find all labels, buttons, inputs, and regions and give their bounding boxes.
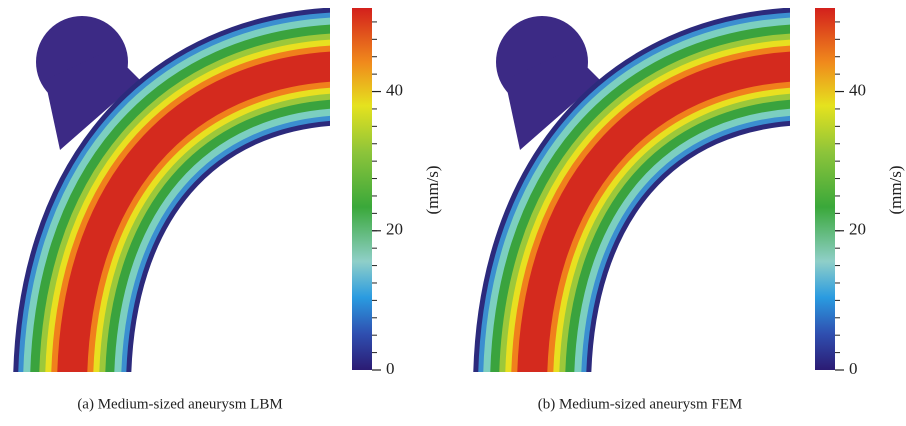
caption: (b) Medium-sized aneurysm FEM <box>538 396 743 412</box>
aneurysm-neck <box>45 50 140 150</box>
tick-label: 0 <box>849 359 858 378</box>
panel: 0 20 40 (mm/s) (a) Medium-sized aneurysm LBM <box>13 8 442 412</box>
colorbar <box>352 8 372 370</box>
flow-band <box>57 51 330 372</box>
tick-label: 40 <box>849 80 866 99</box>
tick-label: 40 <box>386 80 403 99</box>
colorbar-label: (mm/s) <box>423 165 442 214</box>
panel: 0 20 40 (mm/s) (b) Medium-sized aneurysm FEM <box>473 8 905 412</box>
tick-label: 0 <box>386 359 395 378</box>
velocity-field <box>13 8 330 372</box>
tick-label: 20 <box>386 220 403 239</box>
aneurysm-neck <box>505 50 600 150</box>
tick-label: 20 <box>849 220 866 239</box>
flow-band <box>517 51 790 372</box>
colorbar-label: (mm/s) <box>886 165 905 214</box>
caption: (a) Medium-sized aneurysm LBM <box>77 396 282 412</box>
velocity-field <box>473 8 790 372</box>
colorbar <box>815 8 835 370</box>
